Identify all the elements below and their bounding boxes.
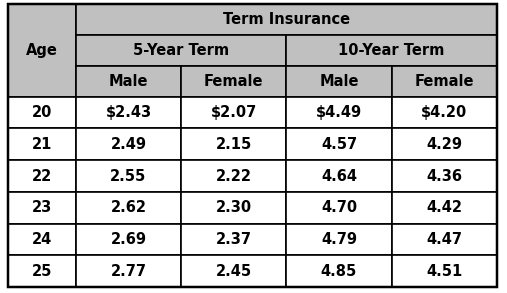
Bar — [391, 128, 497, 160]
Bar — [8, 4, 76, 97]
Text: $2.43: $2.43 — [105, 105, 152, 120]
Text: 4.36: 4.36 — [426, 168, 462, 183]
Bar — [286, 66, 391, 97]
Text: 2.77: 2.77 — [111, 264, 147, 279]
Text: 2.69: 2.69 — [111, 232, 147, 247]
Bar — [76, 160, 181, 192]
Bar — [8, 97, 76, 128]
Bar — [181, 224, 286, 255]
Text: $2.07: $2.07 — [210, 105, 257, 120]
Text: Female: Female — [204, 74, 264, 89]
Bar — [391, 192, 497, 224]
Bar — [76, 128, 181, 160]
Text: Male: Male — [319, 74, 359, 89]
Text: 4.79: 4.79 — [321, 232, 357, 247]
Text: 4.51: 4.51 — [426, 264, 462, 279]
Text: 4.85: 4.85 — [321, 264, 357, 279]
Bar — [391, 97, 497, 128]
Bar — [8, 255, 76, 287]
Text: 10-Year Term: 10-Year Term — [338, 43, 445, 58]
Text: 2.22: 2.22 — [215, 168, 252, 183]
Bar — [286, 160, 391, 192]
Bar — [76, 4, 497, 35]
Bar — [286, 97, 391, 128]
Bar — [286, 255, 391, 287]
Bar — [391, 160, 497, 192]
Text: 2.55: 2.55 — [111, 168, 147, 183]
Bar — [181, 160, 286, 192]
Bar — [181, 66, 286, 97]
Text: $4.20: $4.20 — [421, 105, 467, 120]
Bar — [286, 35, 497, 66]
Text: 2.15: 2.15 — [215, 137, 252, 152]
Bar — [181, 97, 286, 128]
Text: $4.49: $4.49 — [316, 105, 362, 120]
Bar — [391, 224, 497, 255]
Text: Term Insurance: Term Insurance — [223, 12, 350, 27]
Text: Male: Male — [108, 74, 148, 89]
Bar — [76, 255, 181, 287]
Bar — [76, 66, 181, 97]
Text: 21: 21 — [31, 137, 52, 152]
Bar — [8, 224, 76, 255]
Text: 22: 22 — [31, 168, 52, 183]
Text: 2.62: 2.62 — [111, 200, 147, 215]
Text: 24: 24 — [31, 232, 52, 247]
Text: 4.29: 4.29 — [426, 137, 462, 152]
Bar — [286, 128, 391, 160]
Text: 2.30: 2.30 — [215, 200, 252, 215]
Bar — [76, 97, 181, 128]
Text: 5-Year Term: 5-Year Term — [133, 43, 229, 58]
Bar — [8, 160, 76, 192]
Bar — [181, 128, 286, 160]
Text: 2.49: 2.49 — [111, 137, 147, 152]
Bar — [286, 192, 391, 224]
Text: 4.70: 4.70 — [321, 200, 357, 215]
Text: 4.42: 4.42 — [426, 200, 462, 215]
Text: Age: Age — [26, 43, 58, 58]
Text: 2.45: 2.45 — [215, 264, 252, 279]
Bar — [181, 192, 286, 224]
Bar — [286, 224, 391, 255]
Bar — [391, 255, 497, 287]
Bar — [76, 224, 181, 255]
Text: 20: 20 — [31, 105, 52, 120]
Text: 4.57: 4.57 — [321, 137, 357, 152]
Text: 25: 25 — [31, 264, 52, 279]
Bar — [76, 35, 286, 66]
Text: Female: Female — [415, 74, 474, 89]
Bar — [76, 192, 181, 224]
Text: 23: 23 — [31, 200, 52, 215]
Bar — [8, 128, 76, 160]
Text: 2.37: 2.37 — [215, 232, 252, 247]
Text: 4.47: 4.47 — [426, 232, 462, 247]
Text: 4.64: 4.64 — [321, 168, 357, 183]
Bar — [181, 255, 286, 287]
Bar — [391, 66, 497, 97]
Bar — [8, 192, 76, 224]
